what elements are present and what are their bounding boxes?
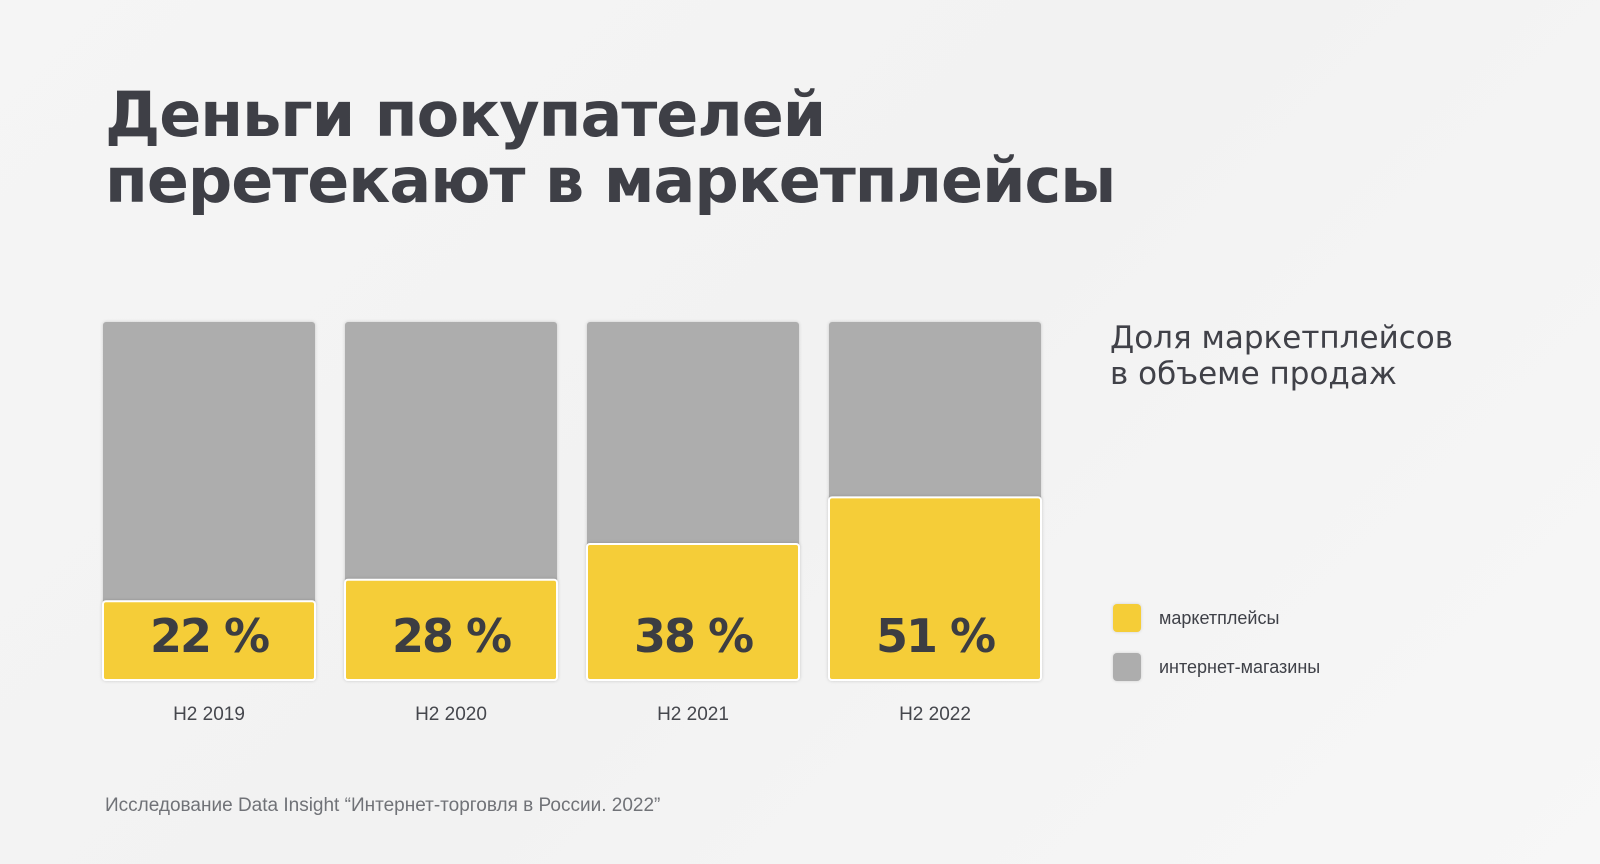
bar-marketplaces-h2-2021 <box>586 542 800 682</box>
bar-online-stores-h2-2021 <box>587 322 799 548</box>
legend-swatch-online-stores <box>1113 653 1141 681</box>
bar-group-h2-2021: 38 % H2 2021 <box>586 322 800 725</box>
bar-marketplaces-h2-2022 <box>828 496 1042 682</box>
page-title-line-1: Деньги покупателей <box>105 78 826 151</box>
bar-group-h2-2020: 28 % H2 2020 <box>344 322 558 725</box>
bar-marketplaces-h2-2019 <box>102 600 316 681</box>
page-title: Деньги покупателей перетекают в маркетпл… <box>105 78 1116 217</box>
bar-online-stores-h2-2020 <box>345 322 557 584</box>
bar-group-h2-2022: 51 % H2 2022 <box>828 322 1042 725</box>
legend-item-online-stores: интернет-магазины <box>1113 651 1320 683</box>
stacked-bar-chart: 22 % H2 2019 28 % H2 2020 38 % H2 2021 51 % H2 … <box>102 322 1042 725</box>
legend-title-line-1: Доля маркетплейсов <box>1110 320 1453 356</box>
value-label-h2-2022: 51 % <box>876 609 995 663</box>
legend-swatch-marketplaces <box>1113 604 1141 632</box>
value-label-h2-2019: 22 % <box>150 609 269 663</box>
legend-label-online-stores: интернет-магазины <box>1159 656 1321 677</box>
legend-title: Доля маркетплейсов в объеме продаж <box>1110 320 1453 392</box>
category-label-h2-2022: H2 2022 <box>899 704 971 725</box>
value-label-h2-2020: 28 % <box>392 609 511 663</box>
category-label-h2-2021: H2 2021 <box>657 704 729 725</box>
legend-item-marketplaces: маркетплейсы <box>1113 602 1279 634</box>
bar-online-stores-h2-2022 <box>829 322 1041 502</box>
page-title-line-2: перетекают в маркетплейсы <box>105 144 1116 217</box>
category-label-h2-2020: H2 2020 <box>415 704 487 725</box>
value-label-h2-2021: 38 % <box>634 609 753 663</box>
legend-label-marketplaces: маркетплейсы <box>1159 607 1280 628</box>
legend-title-line-2: в объеме продаж <box>1110 356 1397 392</box>
source-note: Исследование Data Insight “Интернет-торг… <box>105 795 661 816</box>
category-label-h2-2019: H2 2019 <box>173 704 245 725</box>
bar-marketplaces-h2-2020 <box>344 578 558 682</box>
bar-group-h2-2019: 22 % H2 2019 <box>102 322 316 725</box>
bar-online-stores-h2-2019 <box>103 322 315 606</box>
